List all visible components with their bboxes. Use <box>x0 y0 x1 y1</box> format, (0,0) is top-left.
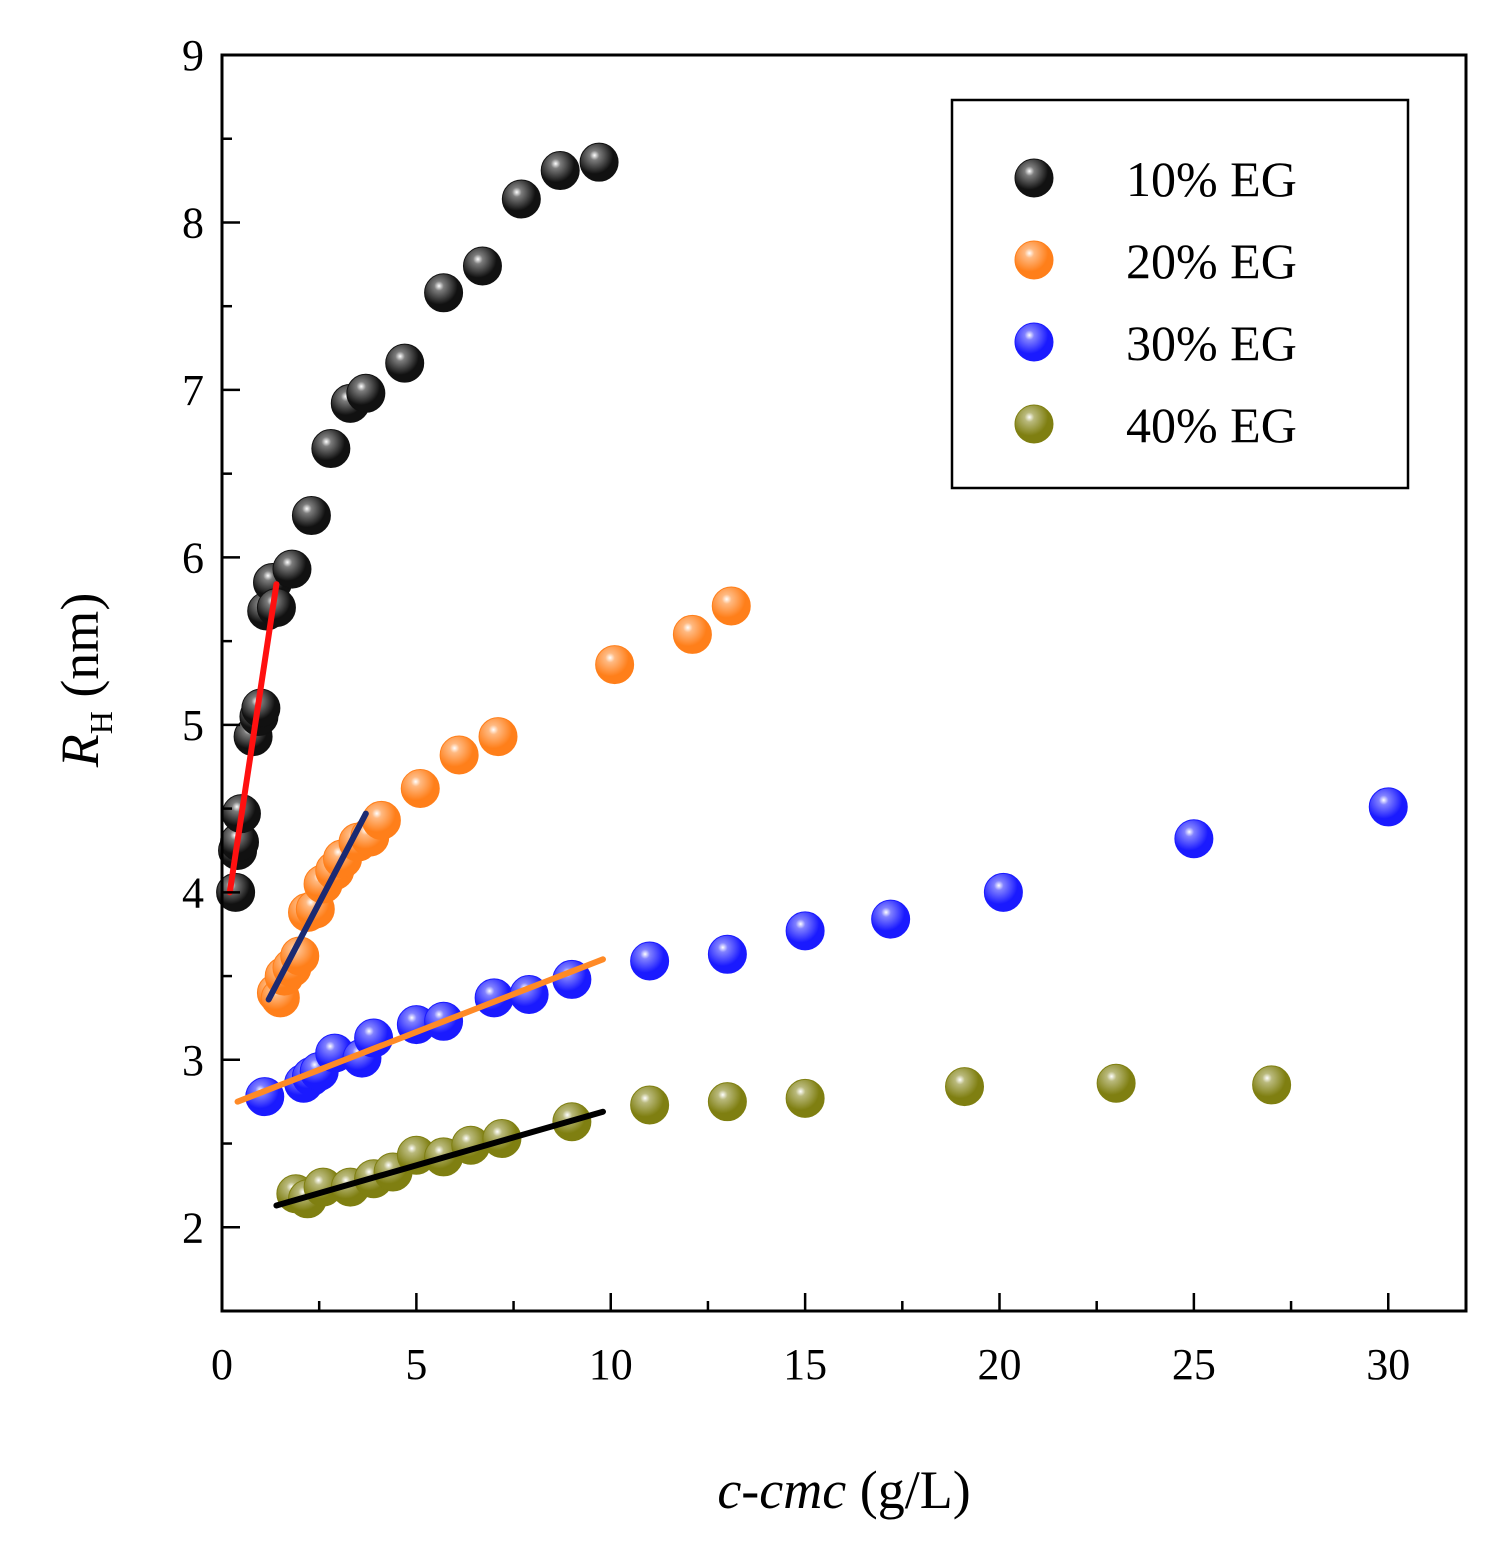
data-point <box>540 151 580 191</box>
x-tick-label: 25 <box>1172 1340 1216 1389</box>
y-tick-label: 4 <box>182 868 204 917</box>
data-point <box>424 273 464 313</box>
data-point <box>272 549 312 589</box>
data-point <box>707 934 747 974</box>
legend-label: 10% EG <box>1126 151 1297 207</box>
data-point <box>983 872 1023 912</box>
legend-marker <box>1014 240 1054 280</box>
data-point <box>291 496 331 536</box>
plot-frame <box>220 53 1468 1313</box>
x-tick-label: 15 <box>783 1340 827 1389</box>
x-tick-label: 30 <box>1366 1340 1410 1389</box>
data-point <box>385 343 425 383</box>
data-point <box>439 735 479 775</box>
data-point <box>785 1078 825 1118</box>
data-point <box>630 1085 670 1125</box>
data-point <box>361 800 401 840</box>
x-tick-label: 5 <box>405 1340 427 1389</box>
data-markers <box>216 142 1408 1219</box>
data-point <box>311 429 351 469</box>
data-point <box>785 911 825 951</box>
data-point <box>1096 1063 1136 1103</box>
legend-marker <box>1014 404 1054 444</box>
legend: 10% EG 20% EG 30% EG 40% EG <box>950 98 1410 490</box>
y-axis-title: RH (nm) <box>50 593 119 769</box>
x-axis-title: c-cmc (g/L) <box>717 1460 970 1520</box>
data-point <box>478 717 518 757</box>
legend-label: 20% EG <box>1126 233 1297 289</box>
y-axis-ticks: 2 3 4 5 6 7 8 9 <box>182 31 240 1313</box>
x-axis-ticks: 0 5 10 15 20 25 30 <box>211 1293 1410 1389</box>
y-tick-label: 7 <box>182 366 204 415</box>
data-point <box>1368 787 1408 827</box>
fit-line <box>226 581 280 896</box>
y-tick-label: 8 <box>182 198 204 247</box>
data-point <box>579 142 619 182</box>
y-tick-label: 2 <box>182 1203 204 1252</box>
fit-lines <box>226 581 606 1209</box>
data-point <box>501 179 541 219</box>
fit-line <box>273 1108 606 1209</box>
data-point <box>711 586 751 626</box>
data-point <box>1252 1065 1292 1105</box>
data-point <box>1174 819 1214 859</box>
fit-line <box>234 956 606 1105</box>
data-point <box>945 1067 985 1107</box>
data-point <box>630 941 670 981</box>
data-point <box>346 373 386 413</box>
data-point <box>672 614 712 654</box>
legend-label: 40% EG <box>1126 397 1297 453</box>
y-tick-label: 9 <box>182 31 204 80</box>
legend-marker <box>1014 158 1054 198</box>
legend-marker <box>1014 322 1054 362</box>
y-tick-label: 5 <box>182 701 204 750</box>
x-tick-label: 0 <box>211 1340 233 1389</box>
data-point <box>595 645 635 685</box>
data-point <box>707 1082 747 1122</box>
fit-line <box>265 810 369 1003</box>
x-tick-label: 10 <box>589 1340 633 1389</box>
data-point <box>871 899 911 939</box>
y-tick-label: 6 <box>182 533 204 582</box>
x-tick-label: 20 <box>978 1340 1022 1389</box>
data-point <box>462 246 502 286</box>
y-tick-label: 3 <box>182 1036 204 1085</box>
legend-label: 30% EG <box>1126 315 1297 371</box>
data-point <box>400 769 440 809</box>
